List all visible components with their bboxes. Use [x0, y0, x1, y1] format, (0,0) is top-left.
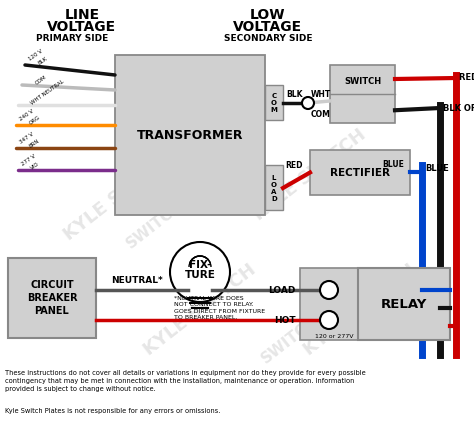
Text: RELAY: RELAY	[381, 297, 427, 310]
Text: TRANSFORMER: TRANSFORMER	[137, 129, 243, 142]
Text: KYLE SWITCH: KYLE SWITCH	[250, 126, 370, 224]
Text: VOLTAGE: VOLTAGE	[47, 20, 117, 34]
Text: 277 V: 277 V	[21, 154, 37, 167]
FancyBboxPatch shape	[358, 268, 450, 340]
Text: SECONDARY SIDE: SECONDARY SIDE	[224, 34, 312, 43]
Text: BLUE: BLUE	[425, 164, 449, 173]
Text: LINE: LINE	[64, 8, 100, 22]
FancyBboxPatch shape	[300, 268, 358, 340]
Text: LOAD: LOAD	[269, 286, 296, 294]
Text: These instructions do not cover all details or variations in equipment nor do th: These instructions do not cover all deta…	[5, 370, 366, 392]
Text: BLUE: BLUE	[382, 160, 404, 168]
Text: COM: COM	[311, 110, 331, 119]
Text: 240 V: 240 V	[19, 109, 35, 122]
FancyBboxPatch shape	[310, 150, 410, 195]
FancyBboxPatch shape	[330, 65, 395, 123]
Text: SWITCH: SWITCH	[344, 76, 381, 85]
Text: WHT: WHT	[311, 90, 331, 99]
Text: *NEUTRAL WIRE DOES
NOT CONNECT TO RELAY.
GOES DIRECT FROM FIXTURE
TO BREAKER PAN: *NEUTRAL WIRE DOES NOT CONNECT TO RELAY.…	[174, 296, 265, 320]
Text: C
O
M: C O M	[271, 93, 277, 113]
Text: PRIMARY SIDE: PRIMARY SIDE	[36, 34, 108, 43]
Text: BLK: BLK	[286, 90, 302, 99]
Text: RECTIFIER: RECTIFIER	[330, 167, 390, 177]
Circle shape	[302, 97, 314, 109]
Text: LOW: LOW	[250, 8, 286, 22]
Text: KYLE SWITCH: KYLE SWITCH	[140, 261, 260, 359]
Text: 120 or 277V: 120 or 277V	[315, 334, 353, 339]
FancyBboxPatch shape	[265, 85, 283, 120]
Text: HOT: HOT	[274, 316, 296, 324]
Circle shape	[320, 311, 338, 329]
Text: SWITCH: SWITCH	[259, 313, 321, 367]
Text: 347 V: 347 V	[19, 132, 35, 145]
Text: KYLE SWITCH: KYLE SWITCH	[61, 146, 180, 244]
Text: CIRCUIT
BREAKER
PANEL: CIRCUIT BREAKER PANEL	[27, 280, 77, 316]
Text: KYLE SWITCH: KYLE SWITCH	[301, 261, 419, 359]
Text: RED: RED	[285, 160, 302, 170]
FancyBboxPatch shape	[115, 55, 265, 215]
Text: FIX-
TURE: FIX- TURE	[184, 259, 216, 280]
Text: WHT NEUTRAL: WHT NEUTRAL	[30, 79, 65, 106]
Text: Kyle Switch Plates is not responsible for any errors or omissions.: Kyle Switch Plates is not responsible fo…	[5, 408, 220, 414]
Text: 120 V: 120 V	[28, 49, 44, 62]
Text: SWITCH: SWITCH	[124, 198, 186, 252]
Text: L
O
A
D: L O A D	[271, 174, 277, 201]
Text: BRN: BRN	[28, 138, 40, 149]
Text: BLK OFF: BLK OFF	[443, 103, 474, 112]
Text: ORG: ORG	[28, 115, 41, 126]
Circle shape	[320, 281, 338, 299]
Text: VOLTAGE: VOLTAGE	[233, 20, 302, 34]
Text: BLK: BLK	[37, 56, 48, 66]
FancyBboxPatch shape	[8, 258, 96, 338]
FancyBboxPatch shape	[265, 165, 283, 210]
Text: RED ON: RED ON	[459, 74, 474, 82]
Text: VIO: VIO	[30, 161, 41, 171]
Text: COM: COM	[34, 75, 47, 86]
Text: NEUTRAL*: NEUTRAL*	[111, 276, 163, 285]
Circle shape	[170, 242, 230, 302]
